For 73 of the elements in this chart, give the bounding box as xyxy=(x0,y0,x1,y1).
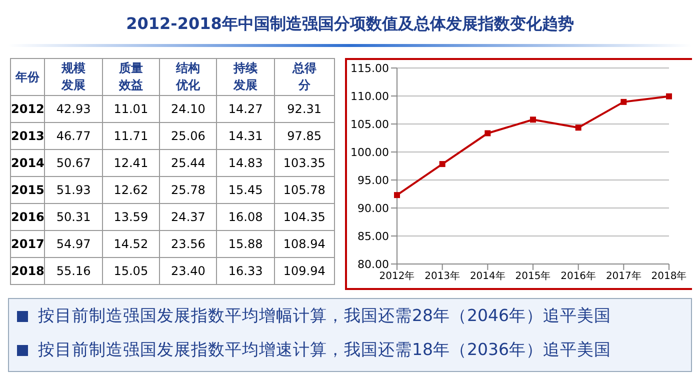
y-tick-label: 2015 xyxy=(10,176,45,204)
data-label: 108.94 xyxy=(274,230,334,258)
y-tick-label: 100.00 xyxy=(350,146,389,159)
y-tick-label: 80.00 xyxy=(358,258,389,271)
y-tick-label: 115.00 xyxy=(350,62,389,75)
y-tick-label: 110.00 xyxy=(350,90,389,103)
data-label: 23.40 xyxy=(160,258,217,284)
x-tick-label: 质量效益 xyxy=(102,58,160,96)
data-label: 103.35 xyxy=(274,150,334,176)
data-label: 55.16 xyxy=(44,258,102,284)
x-tick-label: 规模发展 xyxy=(44,58,102,96)
data-label: 104.35 xyxy=(274,204,334,230)
data-label: 12.62 xyxy=(102,176,160,204)
data-label: 16.08 xyxy=(216,204,274,230)
data-label: 24.37 xyxy=(160,204,217,230)
data-label: 25.78 xyxy=(160,176,217,204)
data-label: 50.67 xyxy=(44,150,102,176)
x-tick-label: 2017年 xyxy=(606,270,642,282)
y-tick-label: 2014 xyxy=(10,150,45,176)
y-tick-label: 85.00 xyxy=(358,230,389,243)
text: 按目前制造强国发展指数平均增幅计算，我国还需28年（2046年）追平美国 xyxy=(38,305,611,327)
point xyxy=(575,124,582,131)
x-tick-label: 总得分 xyxy=(274,58,334,96)
y-tick-label: 2016 xyxy=(10,204,45,230)
x-tick-label: 2016年 xyxy=(560,270,596,282)
chart-title: 2012-2018年中国制造强国分项数值及总体发展指数变化趋势 xyxy=(125,14,575,35)
data-label: 25.44 xyxy=(160,150,217,176)
data-label: 15.45 xyxy=(216,176,274,204)
data-label: 14.27 xyxy=(216,96,274,122)
data-label: 13.59 xyxy=(102,204,160,230)
data-label: 14.83 xyxy=(216,150,274,176)
y-tick-label: 95.00 xyxy=(358,174,389,187)
y-tick-label: 2018 xyxy=(10,258,45,284)
x-tick-label: 2018年 xyxy=(651,270,687,282)
data-label: 24.10 xyxy=(160,96,217,122)
data-label: 105.78 xyxy=(274,176,334,204)
data-label: 25.06 xyxy=(160,122,217,150)
data-label: 54.97 xyxy=(44,230,102,258)
x-tick-label: 2014年 xyxy=(470,270,506,282)
y-tick-label: 2017 xyxy=(10,230,45,258)
data-label: 50.31 xyxy=(44,204,102,230)
x-tick-label: 2012年 xyxy=(379,270,415,282)
text: 按目前制造强国发展指数平均增速计算，我国还需18年（2036年）追平美国 xyxy=(38,339,611,361)
point xyxy=(439,161,446,168)
point xyxy=(530,116,536,123)
y-tick-label: 105.00 xyxy=(350,118,389,131)
point xyxy=(394,192,400,198)
y-tick-label: 2013 xyxy=(10,122,45,150)
y-tick-label: 2012 xyxy=(10,96,45,122)
y-tick-label: 90.00 xyxy=(358,202,389,215)
x-tick-label: 2013年 xyxy=(424,270,460,282)
data-label: 42.93 xyxy=(44,96,102,122)
data-label: 23.56 xyxy=(160,230,217,258)
data-label: 12.41 xyxy=(102,150,160,176)
data-label: 11.71 xyxy=(102,122,160,150)
x-tick-label: 结构优化 xyxy=(160,58,217,96)
data-label: 109.94 xyxy=(274,258,334,284)
point xyxy=(620,98,627,105)
data-label: 16.33 xyxy=(216,258,274,284)
point xyxy=(666,93,672,100)
data-label: 51.93 xyxy=(44,176,102,204)
data-label: 14.52 xyxy=(102,230,160,258)
data-label: 92.31 xyxy=(274,96,334,122)
data-label: 15.05 xyxy=(102,258,160,284)
data-label: 46.77 xyxy=(44,122,102,150)
x-tick-label: 持续发展 xyxy=(216,58,274,96)
data-label: 15.88 xyxy=(216,230,274,258)
x-tick-label: 2015年 xyxy=(515,270,551,282)
point xyxy=(484,130,491,136)
data-label: 11.01 xyxy=(102,96,160,122)
data-label: 14.31 xyxy=(216,122,274,150)
y-axis-title: 年份 xyxy=(10,58,45,96)
data-label: 97.85 xyxy=(274,122,334,150)
